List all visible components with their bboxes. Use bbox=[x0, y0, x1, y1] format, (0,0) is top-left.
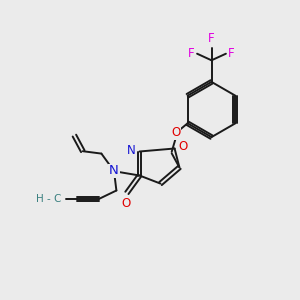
Text: O: O bbox=[178, 140, 188, 154]
Text: F: F bbox=[228, 47, 235, 60]
Text: N: N bbox=[127, 143, 136, 157]
Text: O: O bbox=[122, 197, 131, 210]
Text: O: O bbox=[172, 126, 181, 140]
Text: N: N bbox=[109, 164, 119, 178]
Text: H - C: H - C bbox=[35, 194, 61, 204]
Text: F: F bbox=[188, 47, 195, 60]
Text: F: F bbox=[208, 32, 215, 45]
